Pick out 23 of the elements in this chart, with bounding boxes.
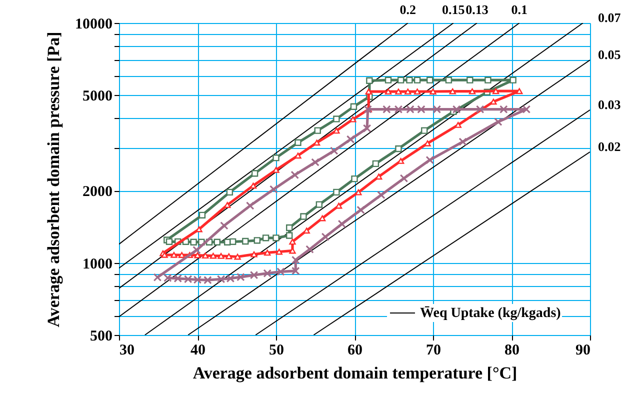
annotation: W̄eq Uptake (kg/kgads) bbox=[420, 306, 562, 321]
y-tick-label: 5000 bbox=[82, 88, 112, 105]
series-label: 0.02 bbox=[598, 138, 621, 154]
series-label: 0.15 bbox=[442, 2, 466, 17]
x-tick-label: 30 bbox=[120, 342, 134, 358]
y-tick-label: 1000 bbox=[82, 256, 112, 272]
x-tick-label: 70 bbox=[426, 342, 441, 358]
y-tick-label: 500 bbox=[90, 328, 112, 344]
x-tick-label: 50 bbox=[269, 342, 284, 358]
series-label: 0.13 bbox=[466, 2, 489, 17]
series-label: 0.1 bbox=[511, 2, 528, 17]
series-label: 0.2 bbox=[400, 2, 416, 17]
x-axis-title: Average adsorbent domain temperature [°C] bbox=[192, 364, 518, 382]
x-tick-label: 90 bbox=[576, 342, 590, 358]
series-label: 0.07 bbox=[598, 10, 622, 25]
x-tick-label: 40 bbox=[190, 342, 206, 358]
y-tick-label: 10000 bbox=[75, 16, 112, 32]
y-axis-title: Average adsorbent domain pressure [Pa] bbox=[44, 32, 63, 328]
series-label: 0.03 bbox=[598, 96, 622, 112]
y-tick-label: 2000 bbox=[82, 184, 112, 200]
x-tick-label: 60 bbox=[348, 342, 362, 358]
x-tick-label: 80 bbox=[504, 342, 520, 358]
series-label: 0.05 bbox=[598, 47, 622, 62]
